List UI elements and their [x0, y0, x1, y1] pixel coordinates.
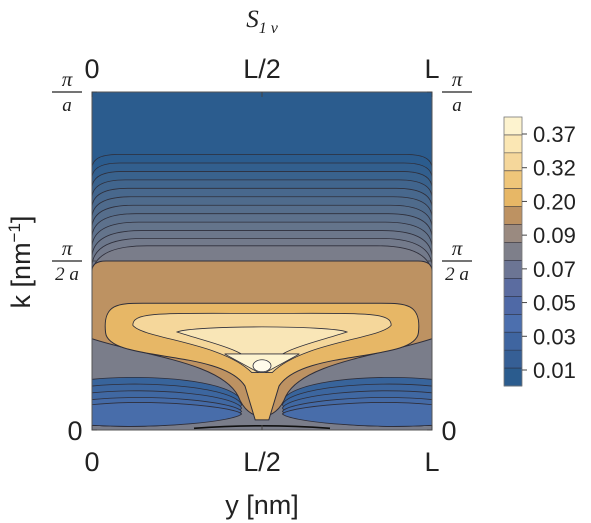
x-tick-label-bottom: L/2: [243, 447, 281, 477]
color-legend: 0.37 0.32 0.20 0.09 0.07 0.05 0.03 0.01: [503, 116, 576, 387]
legend-swatch: [504, 332, 522, 351]
legend-swatch: [504, 117, 522, 136]
y-tick-label-num-right: π: [452, 236, 463, 260]
legend-swatch: [504, 224, 522, 244]
contour-band-inner: [175, 326, 349, 367]
legend-swatch: [504, 350, 522, 369]
legend-swatch: [504, 134, 522, 154]
contour-wing: [92, 402, 243, 427]
legend-label: 0.09: [533, 223, 576, 248]
legend-frame: [503, 116, 523, 387]
y-tick-label-den-left: a: [62, 95, 72, 116]
legend-swatch: [504, 314, 522, 333]
legend-swatch: [504, 152, 522, 172]
legend-swatch: [504, 170, 522, 190]
y-axis-label: k [nm−1]: [5, 216, 36, 309]
y-tick-label-num-left: π: [62, 67, 73, 91]
x-tick-label-bottom: 0: [84, 447, 99, 477]
legend-label: 0.32: [533, 156, 576, 181]
y-tick-label-num-left: π: [62, 236, 73, 260]
x-tick-label-bottom: L: [424, 447, 439, 477]
x-axis-label: y [nm]: [225, 490, 299, 520]
legend-swatch: [504, 296, 522, 315]
legend-swatch: [504, 242, 522, 261]
contour-wing: [281, 402, 432, 427]
y-tick-label-den-left: 2 a: [55, 264, 79, 285]
y-tick-label-right: 0: [441, 416, 456, 446]
legend-swatch: [504, 206, 522, 226]
chart-title: S1 v: [246, 6, 279, 37]
legend-label: 0.01: [533, 358, 576, 383]
y-tick-label-left: 0: [67, 416, 82, 446]
contour-plot: [92, 92, 432, 430]
legend-label: 0.03: [533, 324, 576, 349]
legend-label: 0.05: [533, 291, 576, 316]
x-tick-label-top: L: [424, 54, 439, 84]
legend-label: 0.07: [533, 257, 576, 282]
legend-swatch: [504, 260, 522, 279]
x-tick-labels: 0 0 L/2 L/2 L L: [84, 54, 439, 477]
legend-label: 0.37: [533, 122, 576, 147]
legend-label: 0.20: [533, 189, 576, 214]
y-tick-label-den-right: 2 a: [445, 264, 469, 285]
x-tick-label-top: 0: [84, 54, 99, 84]
y-tick-label-den-right: a: [452, 95, 462, 116]
legend-swatch: [504, 188, 522, 208]
contour-peak-core: [252, 359, 272, 373]
y-tick-label-num-right: π: [452, 67, 463, 91]
legend-swatch: [504, 368, 522, 387]
legend-swatch: [504, 278, 522, 297]
x-tick-label-top: L/2: [243, 54, 281, 84]
